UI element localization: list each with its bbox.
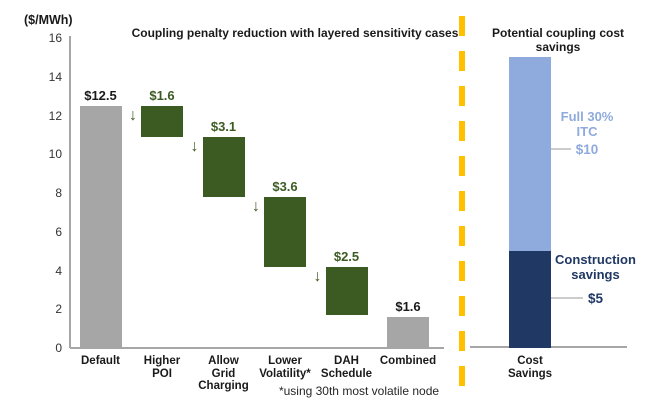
waterfall-delta-bar — [264, 196, 306, 267]
bar-value-label: $2.5 — [333, 248, 360, 264]
category-label: Default — [81, 355, 120, 367]
y-axis-tick-label: 2 — [55, 302, 62, 317]
y-axis-tick-label: 4 — [55, 263, 62, 278]
stacked-bar-category-label: Cost Savings — [507, 355, 553, 380]
annotation-value-label: $10 — [575, 142, 599, 157]
y-axis-tick-label: 10 — [48, 147, 62, 162]
category-label: Lower Volatility* — [259, 355, 311, 380]
y-axis-tick-label: 0 — [55, 341, 62, 355]
footnote: *using 30th most volatile node — [278, 384, 440, 398]
stacked-bar-segment-full-30-itc — [509, 57, 551, 252]
right-chart-title: Potential coupling cost savings — [491, 26, 624, 54]
annotation-text: Full 30% ITC — [560, 109, 614, 139]
left-chart-title: Coupling penalty reduction with layered … — [131, 26, 459, 40]
y-axis-tick-label: 6 — [55, 224, 62, 239]
x-axis-line-left — [70, 347, 444, 349]
annotation-connector-line — [551, 297, 583, 299]
bar-value-label: $12.5 — [84, 87, 117, 103]
waterfall-total-bar — [387, 317, 429, 348]
bar-value-label: $1.6 — [149, 87, 175, 103]
waterfall-total-bar — [79, 105, 122, 348]
y-axis-tick-label: 8 — [55, 186, 62, 200]
decrease-arrow-icon: ↓ — [252, 197, 260, 215]
stacked-bar-segment-construction-savings — [509, 251, 551, 348]
section-divider-dashed-line — [459, 16, 465, 397]
annotation-connector-line — [551, 148, 571, 150]
y-axis-line — [69, 36, 71, 348]
category-label: Combined — [379, 355, 437, 367]
category-label: Higher POI — [143, 355, 181, 380]
annotation-value-label: $5 — [587, 291, 604, 306]
decrease-arrow-icon: ↓ — [190, 137, 199, 155]
decrease-arrow-icon: ↓ — [129, 106, 137, 124]
bar-value-label: $3.6 — [272, 178, 298, 194]
waterfall-delta-bar — [325, 266, 368, 316]
y-axis-tick-label: 12 — [48, 108, 62, 123]
bar-value-label: $3.1 — [210, 118, 237, 134]
waterfall-delta-bar — [141, 105, 183, 137]
y-axis-tick-label: 14 — [48, 69, 62, 84]
annotation-text: Construction savings — [555, 252, 636, 282]
y-axis-unit-label: ($/MWh) — [24, 13, 73, 27]
category-label: DAH Schedule — [320, 355, 373, 380]
decrease-arrow-icon: ↓ — [313, 267, 322, 285]
bar-value-label: $1.6 — [395, 299, 421, 314]
waterfall-delta-bar — [202, 136, 245, 197]
y-axis-tick-label: 16 — [48, 31, 62, 45]
category-label: Allow Grid Charging — [198, 355, 249, 392]
